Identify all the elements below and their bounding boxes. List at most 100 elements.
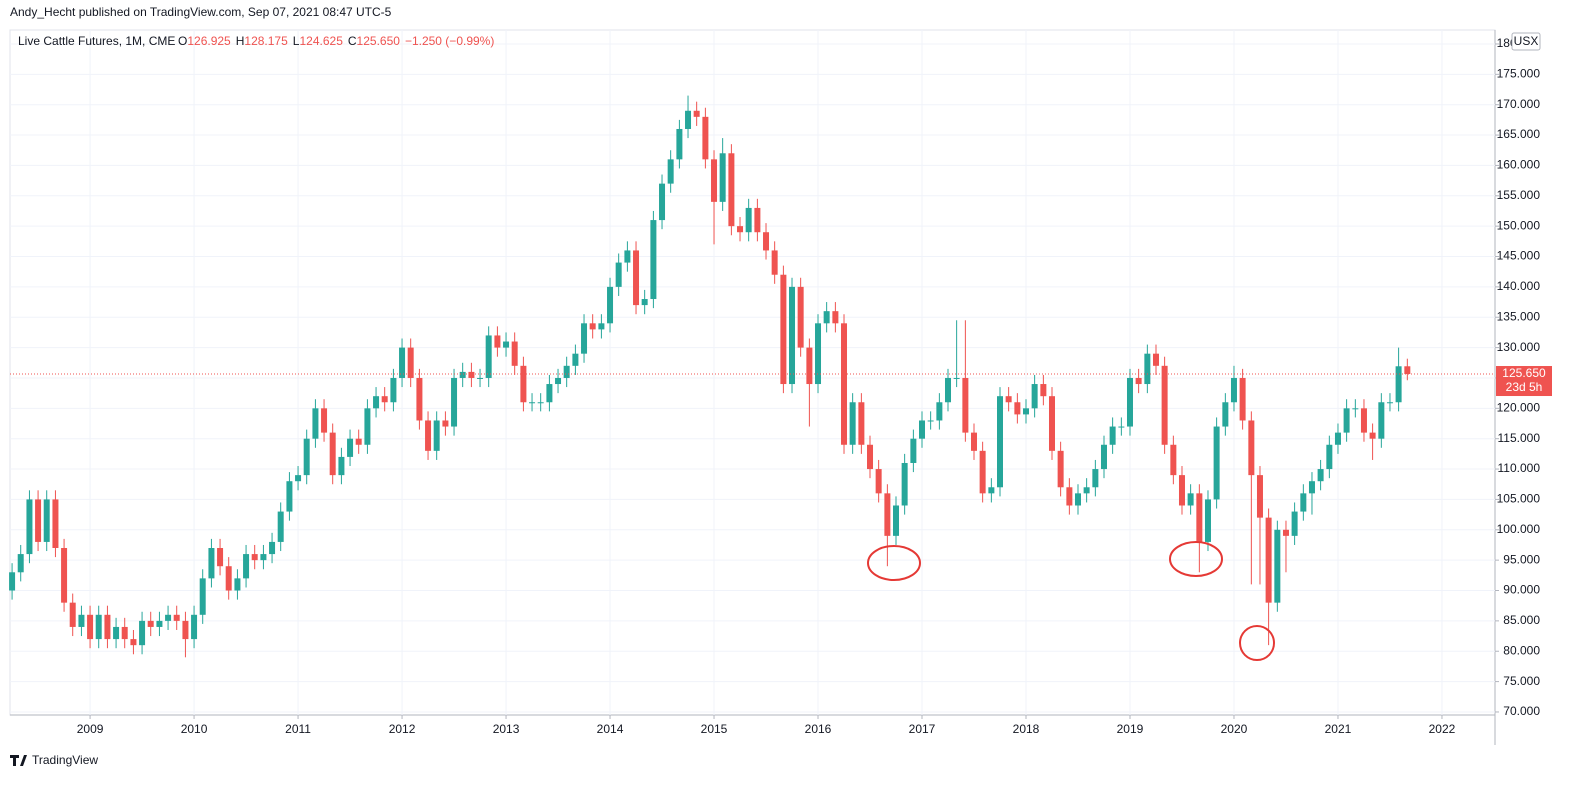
candle-body (927, 420, 934, 422)
candle-body (1300, 493, 1307, 512)
legend-high: 128.175 (244, 34, 288, 48)
candle-body (1074, 493, 1081, 506)
candle-body (945, 377, 952, 403)
candle-body (225, 566, 232, 591)
candle-body (208, 548, 215, 579)
candle-body (841, 323, 848, 445)
candle-body (1083, 487, 1090, 494)
x-tick-label: 2022 (1429, 722, 1456, 736)
candle-body (997, 396, 1003, 488)
candle-body (901, 462, 908, 506)
y-tick-label: 105.000 (1497, 492, 1541, 506)
candle-body (763, 232, 770, 251)
candle-body (1092, 469, 1099, 488)
candle-body (979, 450, 986, 494)
candle-body (494, 335, 501, 348)
candle-body (217, 548, 224, 567)
candle-body (572, 353, 579, 366)
x-tick-label: 2013 (493, 722, 520, 736)
candle-body (1161, 365, 1168, 445)
candle-body (199, 578, 206, 615)
candle-body (338, 456, 345, 476)
candle-body (104, 614, 111, 640)
candle-body (1005, 396, 1012, 403)
candle-body (277, 511, 284, 542)
candle-body (364, 408, 371, 445)
y-tick-label: 145.000 (1497, 249, 1541, 263)
candle-body (719, 153, 726, 202)
y-tick-label: 155.000 (1497, 188, 1541, 202)
candle-body (511, 341, 518, 366)
candle-body (650, 220, 657, 300)
candle-body (442, 420, 449, 427)
candle-body (633, 250, 640, 306)
candle-body (1144, 353, 1151, 385)
candle-body (477, 377, 484, 379)
candle-body (867, 444, 874, 470)
y-tick-label: 110.000 (1498, 461, 1541, 475)
candle-body (191, 614, 198, 640)
candle-body (425, 420, 432, 451)
candle-body (1048, 396, 1055, 451)
candle-body (1170, 444, 1177, 476)
candle-body (971, 432, 978, 451)
candle-body (1378, 402, 1385, 439)
candle-body (1360, 408, 1367, 433)
candle-body (1395, 366, 1402, 403)
candle-body (165, 614, 172, 621)
candle-body (173, 614, 180, 621)
candle-body (1274, 529, 1281, 603)
candle-body (754, 207, 761, 233)
candle-body (35, 499, 42, 542)
legend-close: 125.650 (357, 34, 401, 48)
candle-body (1386, 402, 1393, 404)
price-tag-label: 125.650 (1502, 366, 1546, 380)
candle-body (121, 626, 128, 640)
candle-body (737, 226, 744, 233)
y-tick-label: 130.000 (1497, 340, 1541, 354)
x-tick-label: 2012 (389, 722, 416, 736)
candle-body (1230, 377, 1237, 403)
candle-body (251, 554, 258, 561)
candle-body (1256, 475, 1263, 518)
annotation-circle (1239, 625, 1275, 661)
currency-box (1511, 32, 1541, 51)
footer: TradingView (32, 753, 98, 767)
candle-body (581, 323, 588, 354)
candle-body (433, 420, 440, 451)
candle-body (667, 159, 674, 184)
y-tick-label: 70.000 (1503, 704, 1540, 718)
candle-body (1213, 426, 1220, 500)
candle-body (1118, 426, 1125, 428)
candle-body (156, 620, 163, 627)
y-tick-label: 140.000 (1497, 279, 1541, 293)
candle-body (61, 548, 68, 603)
candle-body (52, 499, 59, 549)
x-tick-label: 2017 (909, 722, 936, 736)
candle-body (875, 469, 882, 494)
y-tick-label: 120.000 (1497, 401, 1541, 415)
publisher: Andy_Hecht published on TradingView.com,… (10, 5, 392, 19)
candle-body (1031, 384, 1038, 409)
y-tick-label: 75.000 (1503, 674, 1540, 688)
candle-body (1152, 353, 1159, 366)
candle-body (373, 396, 380, 409)
candle-body (234, 578, 241, 591)
candle-body (269, 541, 276, 555)
price-tag-countdown: 23d 5h (1506, 380, 1543, 394)
legend-name: Live Cattle Futures, 1M, CME (18, 34, 175, 48)
candle-body (1066, 487, 1073, 506)
candle-body (962, 377, 969, 433)
candle-body (416, 377, 423, 421)
candle-body (1178, 475, 1185, 506)
footer-logo: TradingView (10, 753, 98, 767)
candle-body (919, 420, 926, 439)
candle-body (607, 286, 614, 324)
y-tick-label: 80.000 (1503, 643, 1540, 657)
candle-body (1343, 408, 1350, 433)
x-tick-label: 2014 (597, 722, 624, 736)
x-tick-label: 2021 (1325, 722, 1352, 736)
candle-body (823, 311, 830, 324)
candle-body (399, 347, 406, 378)
